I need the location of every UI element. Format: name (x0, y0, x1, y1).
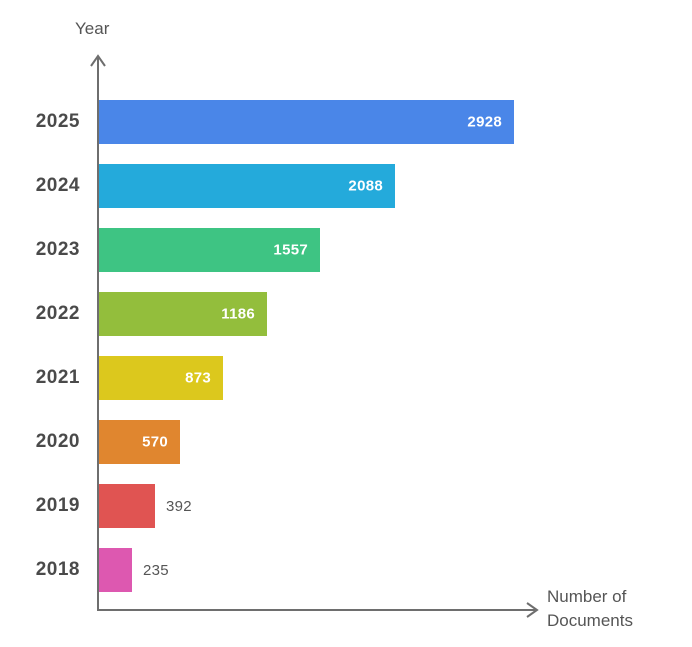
value-label: 873 (185, 369, 211, 387)
bar-row: 2019 392 (0, 484, 692, 528)
year-tick-label: 2021 (35, 367, 80, 388)
bar: 2088 (99, 164, 395, 208)
bar-row: 2018 235 (0, 548, 692, 592)
year-tick-label: 2020 (35, 431, 80, 452)
value-label: 1186 (221, 305, 255, 323)
bar: 2928 (99, 100, 514, 144)
bar-row: 2023 1557 (0, 228, 692, 272)
bar: 570 (99, 420, 180, 464)
value-label: 235 (143, 561, 169, 579)
x-axis-arrow-icon (526, 602, 539, 618)
year-tick-label: 2023 (35, 239, 80, 260)
value-label: 1557 (273, 241, 308, 259)
year-tick-label: 2022 (35, 303, 80, 324)
bar: 1557 (99, 228, 320, 272)
bar-row: 2020 570 (0, 420, 692, 464)
value-label: 392 (166, 497, 192, 515)
year-tick-label: 2024 (35, 175, 80, 196)
x-axis-title: Number of Documents (547, 587, 633, 630)
bar-row: 2021 873 (0, 356, 692, 400)
bar (99, 548, 132, 592)
value-label: 2928 (467, 113, 502, 131)
year-tick-label: 2025 (35, 111, 80, 132)
bar: 1186 (99, 292, 267, 336)
bar: 873 (99, 356, 223, 400)
bar-row: 2025 2928 (0, 100, 692, 144)
bar-row: 2024 2088 (0, 164, 692, 208)
y-axis-arrow-icon (90, 54, 106, 67)
bar (99, 484, 155, 528)
y-axis-title: Year (75, 19, 110, 38)
bar-row: 2022 1186 (0, 292, 692, 336)
value-label: 570 (142, 433, 168, 451)
year-tick-label: 2018 (35, 559, 80, 580)
year-tick-label: 2019 (35, 495, 80, 516)
value-label: 2088 (348, 177, 383, 195)
